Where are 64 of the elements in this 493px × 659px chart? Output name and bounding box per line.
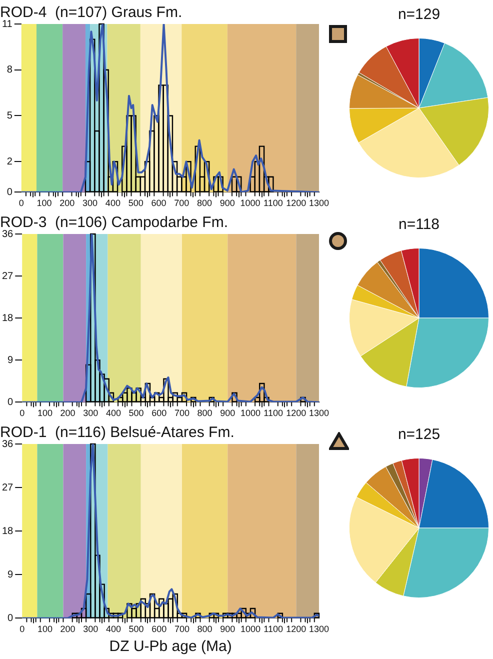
y-tick-label: 0	[8, 612, 14, 624]
x-tick-label: 400	[105, 198, 120, 208]
y-tick-label: 9	[8, 569, 14, 580]
x-tick-label: 1200	[286, 624, 306, 634]
x-tick-label: 1100	[264, 624, 283, 634]
y-tick-label: 2	[6, 156, 13, 168]
chart-title: n=118	[398, 216, 440, 234]
y-tick-label: 27	[2, 270, 14, 282]
x-tick-label: 0	[20, 624, 25, 634]
x-tick-label: 600	[152, 624, 167, 634]
x-tick-label: 300	[83, 624, 98, 634]
x-tick-label: 200	[60, 408, 76, 418]
x-tick-label: 1200	[286, 408, 306, 418]
x-tick-label: 700	[174, 624, 190, 634]
x-tick-label: 600	[152, 408, 167, 418]
y-tick-label: 11	[2, 18, 13, 30]
x-tick-label: 1200	[286, 198, 306, 208]
chart-title: n=129	[398, 6, 440, 24]
chart-title: ROD-1 (n=116) Belsué-Atares Fm.	[0, 424, 234, 442]
y-tick-label: 27	[2, 482, 14, 494]
x-tick-label: 500	[128, 198, 144, 208]
x-tick-label: 100	[37, 624, 52, 634]
y-tick-label: 18	[2, 312, 14, 324]
y-tick-label: 0	[8, 396, 14, 408]
x-tick-label: 0	[18, 198, 24, 208]
x-tick-label: 500	[128, 624, 144, 634]
y-tick-label: 18	[2, 526, 14, 537]
x-tick-label: 800	[197, 624, 212, 634]
y-tick-label: 0	[6, 186, 13, 198]
x-tick-label: 700	[174, 408, 190, 418]
x-axis-title: DZ U-Pb age (Ma)	[109, 638, 232, 656]
x-tick-label: 1300	[308, 624, 330, 634]
x-tick-label: 200	[60, 624, 76, 634]
y-tick-label: 36	[2, 228, 14, 240]
y-tick-label: 9	[8, 354, 14, 366]
y-tick-label: 36	[2, 438, 14, 450]
x-tick-label: 900	[220, 624, 236, 634]
x-tick-label: 0	[20, 408, 25, 418]
x-tick-label: 400	[106, 624, 121, 634]
x-tick-label: 1000	[240, 408, 260, 418]
x-tick-label: 400	[106, 408, 121, 418]
x-tick-label: 1000	[240, 198, 260, 208]
x-tick-label: 100	[36, 198, 52, 208]
x-tick-label: 300	[82, 198, 98, 208]
x-tick-label: 500	[128, 408, 144, 418]
x-tick-label: 900	[220, 408, 236, 418]
x-tick-label: 700	[174, 198, 190, 208]
chart-title: ROD-4 (n=107) Graus Fm.	[0, 4, 182, 22]
x-tick-label: 1300	[308, 408, 330, 418]
x-tick-label: 200	[60, 198, 75, 208]
y-tick-label: 5	[6, 110, 13, 122]
x-tick-label: 800	[197, 198, 212, 208]
chart-title: ROD-3 (n=106) Campodarbe Fm.	[0, 214, 228, 232]
x-tick-label: 1100	[264, 408, 283, 418]
x-tick-label: 1000	[240, 624, 260, 634]
x-tick-label: 900	[220, 198, 235, 208]
x-tick-label: 600	[151, 198, 166, 208]
x-tick-label: 800	[197, 408, 212, 418]
x-tick-label: 1300	[308, 198, 330, 208]
x-tick-label: 100	[37, 408, 52, 418]
chart-title: n=125	[398, 426, 440, 444]
x-tick-label: 1100	[264, 198, 283, 208]
y-tick-label: 8	[6, 64, 13, 76]
x-tick-label: 300	[83, 408, 98, 418]
